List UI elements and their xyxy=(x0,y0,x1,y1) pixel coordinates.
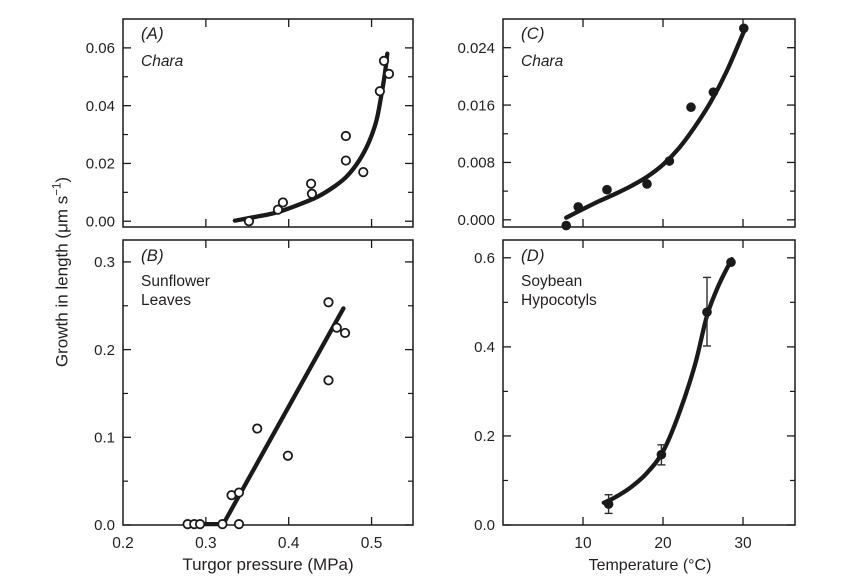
data-point-open xyxy=(243,216,255,227)
data-point-open xyxy=(277,197,289,208)
y-tick-label: 0.02 xyxy=(86,156,115,173)
data-point-open xyxy=(358,167,369,178)
x-tick-label: 10 xyxy=(574,535,592,552)
y-tick-label: 0.2 xyxy=(474,428,495,445)
data-point-filled xyxy=(603,499,614,509)
data-point-open xyxy=(217,519,228,530)
panel-C-frame xyxy=(502,18,796,228)
data-point-filled xyxy=(561,220,571,231)
panel-b-subtitle-line1: Sunflower xyxy=(141,273,210,290)
y-axis-title-text: Growth in length (μm s xyxy=(52,195,72,368)
data-point-filled xyxy=(664,156,675,166)
x-tick-label: 0.3 xyxy=(195,535,217,552)
y-tick-label: 0.000 xyxy=(457,212,495,229)
data-point-open xyxy=(383,68,395,79)
y-tick-label: 0.3 xyxy=(94,254,115,271)
x-axis-title-turgor-pressure: Turgor pressure (MPa) xyxy=(182,555,354,574)
data-point-filled xyxy=(656,449,667,460)
data-point-open xyxy=(194,519,206,530)
data-point-open xyxy=(374,86,385,97)
x-tick-label: 20 xyxy=(654,535,672,552)
panel-d-subtitle-line1: Soybean xyxy=(521,273,583,290)
panel-c-subtitle: Chara xyxy=(521,53,564,70)
data-point-open xyxy=(305,178,317,189)
y-tick-label: 0.0 xyxy=(94,517,115,534)
y-tick-label: 0.016 xyxy=(457,97,495,114)
data-point-filled xyxy=(708,87,719,97)
data-point-open xyxy=(323,375,334,386)
y-tick-label: 0.008 xyxy=(457,155,495,172)
x-tick-label: 0.2 xyxy=(112,535,134,552)
panel-c-label: (C) xyxy=(521,25,545,43)
y-tick-label: 0.06 xyxy=(86,40,115,57)
y-tick-label: 0.6 xyxy=(474,250,495,267)
panel-b-label: (B) xyxy=(141,247,164,265)
data-point-open xyxy=(282,450,293,461)
data-point-open xyxy=(378,55,390,66)
panel-D-frame xyxy=(502,239,796,526)
y-tick-label: 0.024 xyxy=(457,40,495,57)
data-point-open xyxy=(340,155,351,166)
panel-B-fit-curve xyxy=(185,306,346,527)
y-axis-title-superscript: −1 xyxy=(51,182,64,196)
data-point-filled xyxy=(726,257,736,268)
y-tick-label: 0.4 xyxy=(474,339,495,356)
data-point-open xyxy=(252,423,263,434)
data-point-open xyxy=(306,188,318,199)
panel-B-frame xyxy=(122,239,414,526)
x-axis-title-temperature: Temperature (°C) xyxy=(588,557,712,574)
data-point-filled xyxy=(642,179,652,189)
y-tick-label: 0.1 xyxy=(94,430,115,447)
data-point-open xyxy=(272,204,284,215)
data-point-open xyxy=(233,487,245,498)
data-point-open xyxy=(233,519,245,530)
y-tick-label: 0.0 xyxy=(474,517,495,534)
data-point-open xyxy=(339,327,351,339)
y-axis-title-close: ) xyxy=(52,176,72,183)
panel-A-frame xyxy=(122,18,414,228)
y-axis-title-growth-in-length: Growth in length (μm s−1) xyxy=(52,177,73,367)
data-point-open xyxy=(331,322,342,333)
panel-b-subtitle-line2: Leaves xyxy=(141,292,191,309)
y-tick-label: 0.00 xyxy=(86,213,115,230)
data-point-filled xyxy=(686,102,696,113)
x-tick-label: 0.4 xyxy=(278,535,300,552)
panel-D-fit-curve xyxy=(601,256,734,505)
panel-C-fit-curve xyxy=(564,27,747,220)
panel-a-label: (A) xyxy=(141,25,164,43)
data-point-open xyxy=(340,130,351,142)
data-point-filled xyxy=(573,202,583,212)
data-point-filled xyxy=(702,307,712,317)
panel-a-subtitle: Chara xyxy=(141,53,184,70)
x-tick-label: 0.5 xyxy=(361,535,383,552)
y-tick-label: 0.2 xyxy=(94,342,115,359)
data-point-open xyxy=(323,297,334,308)
data-point-filled xyxy=(739,23,749,34)
data-point-filled xyxy=(602,184,612,195)
panel-d-subtitle-line2: Hypocotyls xyxy=(521,292,597,309)
y-tick-label: 0.04 xyxy=(86,98,115,115)
panel-d-label: (D) xyxy=(521,247,545,265)
x-tick-label: 30 xyxy=(734,535,752,552)
